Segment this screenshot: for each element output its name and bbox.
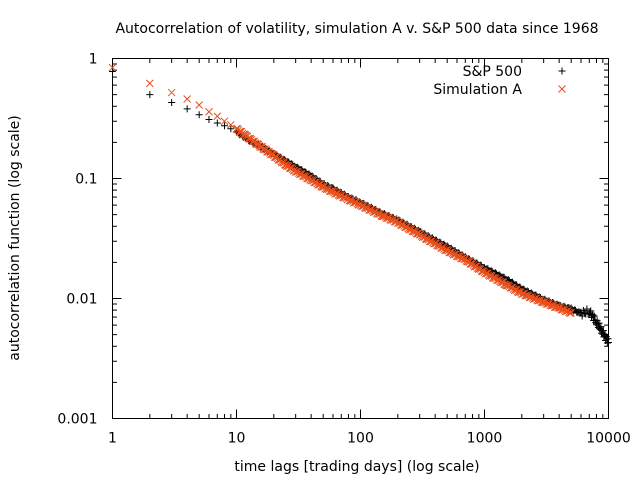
data-point bbox=[589, 311, 597, 319]
plot-frame bbox=[112, 58, 609, 419]
data-point bbox=[145, 79, 154, 88]
data-point bbox=[167, 88, 176, 97]
data-point bbox=[195, 111, 203, 119]
data-point bbox=[587, 307, 595, 315]
data-point bbox=[579, 306, 587, 314]
axis-tick-labels: 1 10 100 1000 10000 0.001 0.01 0.1 1 bbox=[57, 52, 630, 447]
legend-marker bbox=[558, 85, 566, 93]
data-point bbox=[351, 198, 359, 207]
legend-label: S&P 500 bbox=[463, 64, 522, 80]
y-tick-label: 0.01 bbox=[66, 292, 97, 308]
data-point bbox=[583, 305, 591, 313]
axis-ticks bbox=[112, 58, 609, 419]
legend: S&P 500 Simulation A bbox=[433, 64, 566, 98]
data-series bbox=[108, 63, 612, 347]
data-point bbox=[226, 120, 235, 129]
series-simulation-a bbox=[108, 63, 576, 317]
data-point bbox=[183, 95, 192, 103]
x-tick-label: 10 bbox=[228, 431, 246, 447]
data-point bbox=[195, 101, 204, 109]
data-point bbox=[205, 116, 213, 124]
data-point bbox=[605, 338, 612, 346]
data-point bbox=[183, 105, 191, 113]
data-point bbox=[566, 309, 574, 317]
x-tick-label: 1 bbox=[108, 431, 117, 447]
y-axis-label: autocorrelation function (log scale) bbox=[7, 115, 23, 361]
data-point bbox=[205, 107, 213, 116]
legend-label: Simulation A bbox=[433, 82, 522, 98]
legend-marker bbox=[558, 67, 566, 75]
data-point bbox=[108, 63, 117, 72]
x-tick-label: 100 bbox=[347, 431, 374, 447]
data-point bbox=[220, 122, 228, 130]
data-point bbox=[146, 91, 154, 99]
data-point bbox=[544, 299, 552, 308]
y-tick-label: 0.1 bbox=[75, 172, 97, 188]
y-tick-label: 0.001 bbox=[57, 412, 97, 428]
data-point bbox=[109, 67, 116, 75]
data-point bbox=[567, 308, 576, 317]
y-tick-label: 1 bbox=[89, 52, 98, 68]
x-axis-label: time lags [trading days] (log scale) bbox=[234, 459, 479, 475]
data-point bbox=[601, 331, 609, 339]
data-point bbox=[227, 125, 235, 133]
data-point bbox=[332, 189, 341, 198]
x-tick-label: 1000 bbox=[467, 431, 503, 447]
data-point bbox=[325, 187, 334, 195]
data-point bbox=[220, 117, 229, 126]
chart-title: Autocorrelation of volatility, simulatio… bbox=[115, 21, 598, 37]
data-point bbox=[168, 98, 176, 106]
data-point bbox=[599, 327, 607, 335]
data-point bbox=[604, 335, 612, 343]
data-point bbox=[590, 312, 598, 320]
data-point bbox=[537, 298, 546, 306]
data-point bbox=[213, 112, 222, 121]
x-tick-label: 10000 bbox=[586, 431, 631, 447]
data-point bbox=[603, 339, 611, 347]
data-point bbox=[597, 323, 605, 331]
data-point bbox=[213, 119, 221, 127]
